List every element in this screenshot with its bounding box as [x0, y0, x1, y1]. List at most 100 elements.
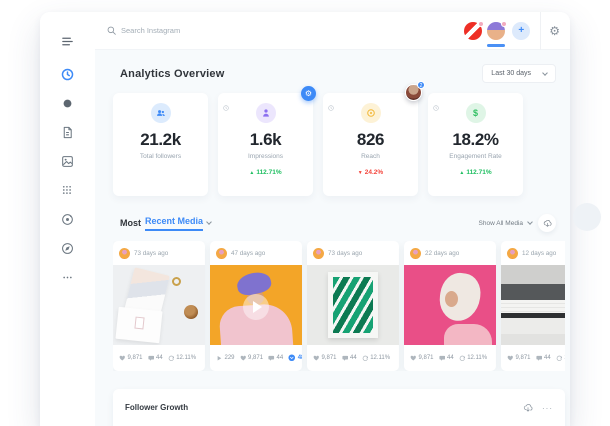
stat-card-engagement-rate[interactable]: $ 18.2% Engagement Rate ▲ 112.71% [428, 93, 523, 196]
media-card[interactable]: 73 days ago 9,871 44 [113, 241, 205, 371]
stat-card-reach[interactable]: 826 Reach ▼ 24.2% [323, 93, 418, 196]
like-count: 9,871 [240, 355, 263, 362]
trend-up-icon: ▲ [249, 169, 255, 176]
like-count: 9,871 [507, 355, 531, 362]
media-filter-tab[interactable]: Recent Media [145, 216, 204, 231]
apps-grid-icon[interactable] [61, 184, 74, 197]
decorative-circle [573, 203, 601, 231]
topbar: + ⚙ [95, 12, 570, 50]
stat-card-total-followers[interactable]: 21.2k Total followers [113, 93, 208, 196]
media-thumbnail-green-poster[interactable] [307, 265, 399, 345]
search-bar[interactable] [107, 26, 464, 35]
page-title: Analytics Overview [120, 67, 225, 80]
chevron-down-icon [542, 69, 548, 76]
media-thumbnail-flatlay-notebooks[interactable] [113, 265, 205, 345]
avatar [119, 247, 130, 259]
search-input[interactable] [121, 26, 261, 35]
media-thumbnail-stacked-notebooks[interactable] [501, 265, 565, 345]
engagement-percent: 12.11% [362, 355, 390, 362]
like-count: 9,871 [119, 355, 143, 362]
media-thumbnail-pink-portrait[interactable] [404, 265, 496, 345]
date-range-dropdown[interactable]: Last 30 days [482, 64, 556, 83]
follower-growth-title: Follower Growth [125, 403, 189, 412]
more-icon[interactable] [61, 271, 74, 284]
media-row: 73 days ago 9,871 44 [113, 241, 565, 371]
content-area: Analytics Overview Last 30 days 21.2k To… [95, 50, 570, 426]
account-avatar-1[interactable] [464, 20, 485, 40]
explore-compass-icon[interactable] [61, 242, 74, 255]
comment-icon [438, 355, 445, 361]
impressions-icon [255, 103, 276, 123]
account-avatar-2-active[interactable] [487, 20, 508, 47]
settings-gear-badge[interactable]: ⚙ [301, 86, 316, 101]
clock-icon [223, 98, 229, 111]
topbar-divider [540, 12, 542, 50]
search-icon [107, 26, 116, 35]
engagement-icon [556, 355, 562, 361]
heart-icon [119, 355, 125, 361]
add-account-button[interactable]: + [512, 21, 531, 40]
media-library-icon[interactable] [61, 155, 74, 168]
engagement-icon: $ [465, 103, 486, 123]
heart-icon [313, 355, 319, 361]
profile-icon[interactable] [61, 97, 74, 110]
cloud-download-icon [543, 219, 551, 227]
media-age: 47 days ago [231, 249, 266, 257]
comment-count: 44 [268, 355, 283, 362]
media-card[interactable]: 47 days ago 229 9,871 [210, 241, 302, 371]
media-age: 22 days ago [425, 249, 460, 257]
comment-count: 44 [438, 355, 454, 362]
engagement-percent: 12.11% [459, 355, 487, 362]
like-count: 9,871 [410, 355, 434, 362]
comment-count: 44 [341, 355, 357, 362]
stat-label: Reach [361, 153, 380, 160]
play-overlay-icon[interactable] [243, 294, 269, 320]
reach-percent-highlight: 48.2% [288, 354, 302, 362]
recent-analytics-icon[interactable] [61, 68, 74, 81]
sidebar [40, 12, 95, 426]
follower-growth-card[interactable]: Follower Growth ··· [113, 389, 565, 426]
chevron-down-icon[interactable] [206, 219, 212, 225]
engagement-icon [459, 355, 465, 361]
floating-avatar[interactable]: 2 [405, 81, 425, 101]
stat-value: 18.2% [452, 130, 499, 149]
media-age: 73 days ago [134, 249, 169, 257]
notification-badge [501, 20, 508, 27]
avatar [507, 247, 518, 259]
avatar [216, 247, 227, 259]
stat-card-impressions[interactable]: 1.6k Impressions ▲ 112.71% [218, 93, 313, 196]
more-options-icon[interactable]: ··· [542, 403, 553, 413]
active-account-indicator [487, 43, 506, 47]
settings-gear-icon[interactable]: ⚙ [549, 23, 560, 38]
avatar [410, 247, 421, 259]
media-card[interactable]: 22 days ago 9,871 44 [404, 241, 496, 371]
comment-icon [535, 355, 542, 361]
camera-icon[interactable] [61, 213, 74, 226]
comment-count: 44 [535, 355, 551, 362]
heart-icon [240, 355, 246, 361]
clock-icon [328, 98, 334, 111]
reach-icon [360, 103, 381, 123]
stat-delta: ▲ 112.71% [459, 169, 492, 176]
menu-icon[interactable] [61, 35, 74, 48]
media-thumbnail-video-person[interactable] [210, 265, 302, 345]
play-icon [217, 355, 222, 361]
documents-icon[interactable] [61, 126, 74, 139]
engagement-icon [168, 355, 174, 361]
cloud-download-icon[interactable] [523, 403, 533, 413]
heart-icon [410, 355, 416, 361]
trend-down-icon: ▼ [357, 169, 363, 176]
show-all-media-dropdown[interactable]: Show All Media [479, 219, 533, 227]
clock-icon [433, 98, 439, 111]
media-title-prefix: Most [120, 218, 141, 228]
engagement-percent: 12.11% [168, 355, 196, 362]
followers-icon [150, 103, 171, 123]
count-badge: 2 [417, 81, 425, 89]
media-card[interactable]: 73 days ago 9,871 44 [307, 241, 399, 371]
media-card[interactable]: 12 days ago 9,871 44 [501, 241, 565, 371]
avatar [313, 247, 324, 259]
download-button[interactable] [538, 214, 556, 232]
comment-icon [147, 355, 154, 361]
media-age: 73 days ago [328, 249, 363, 257]
stat-value: 826 [356, 130, 385, 149]
